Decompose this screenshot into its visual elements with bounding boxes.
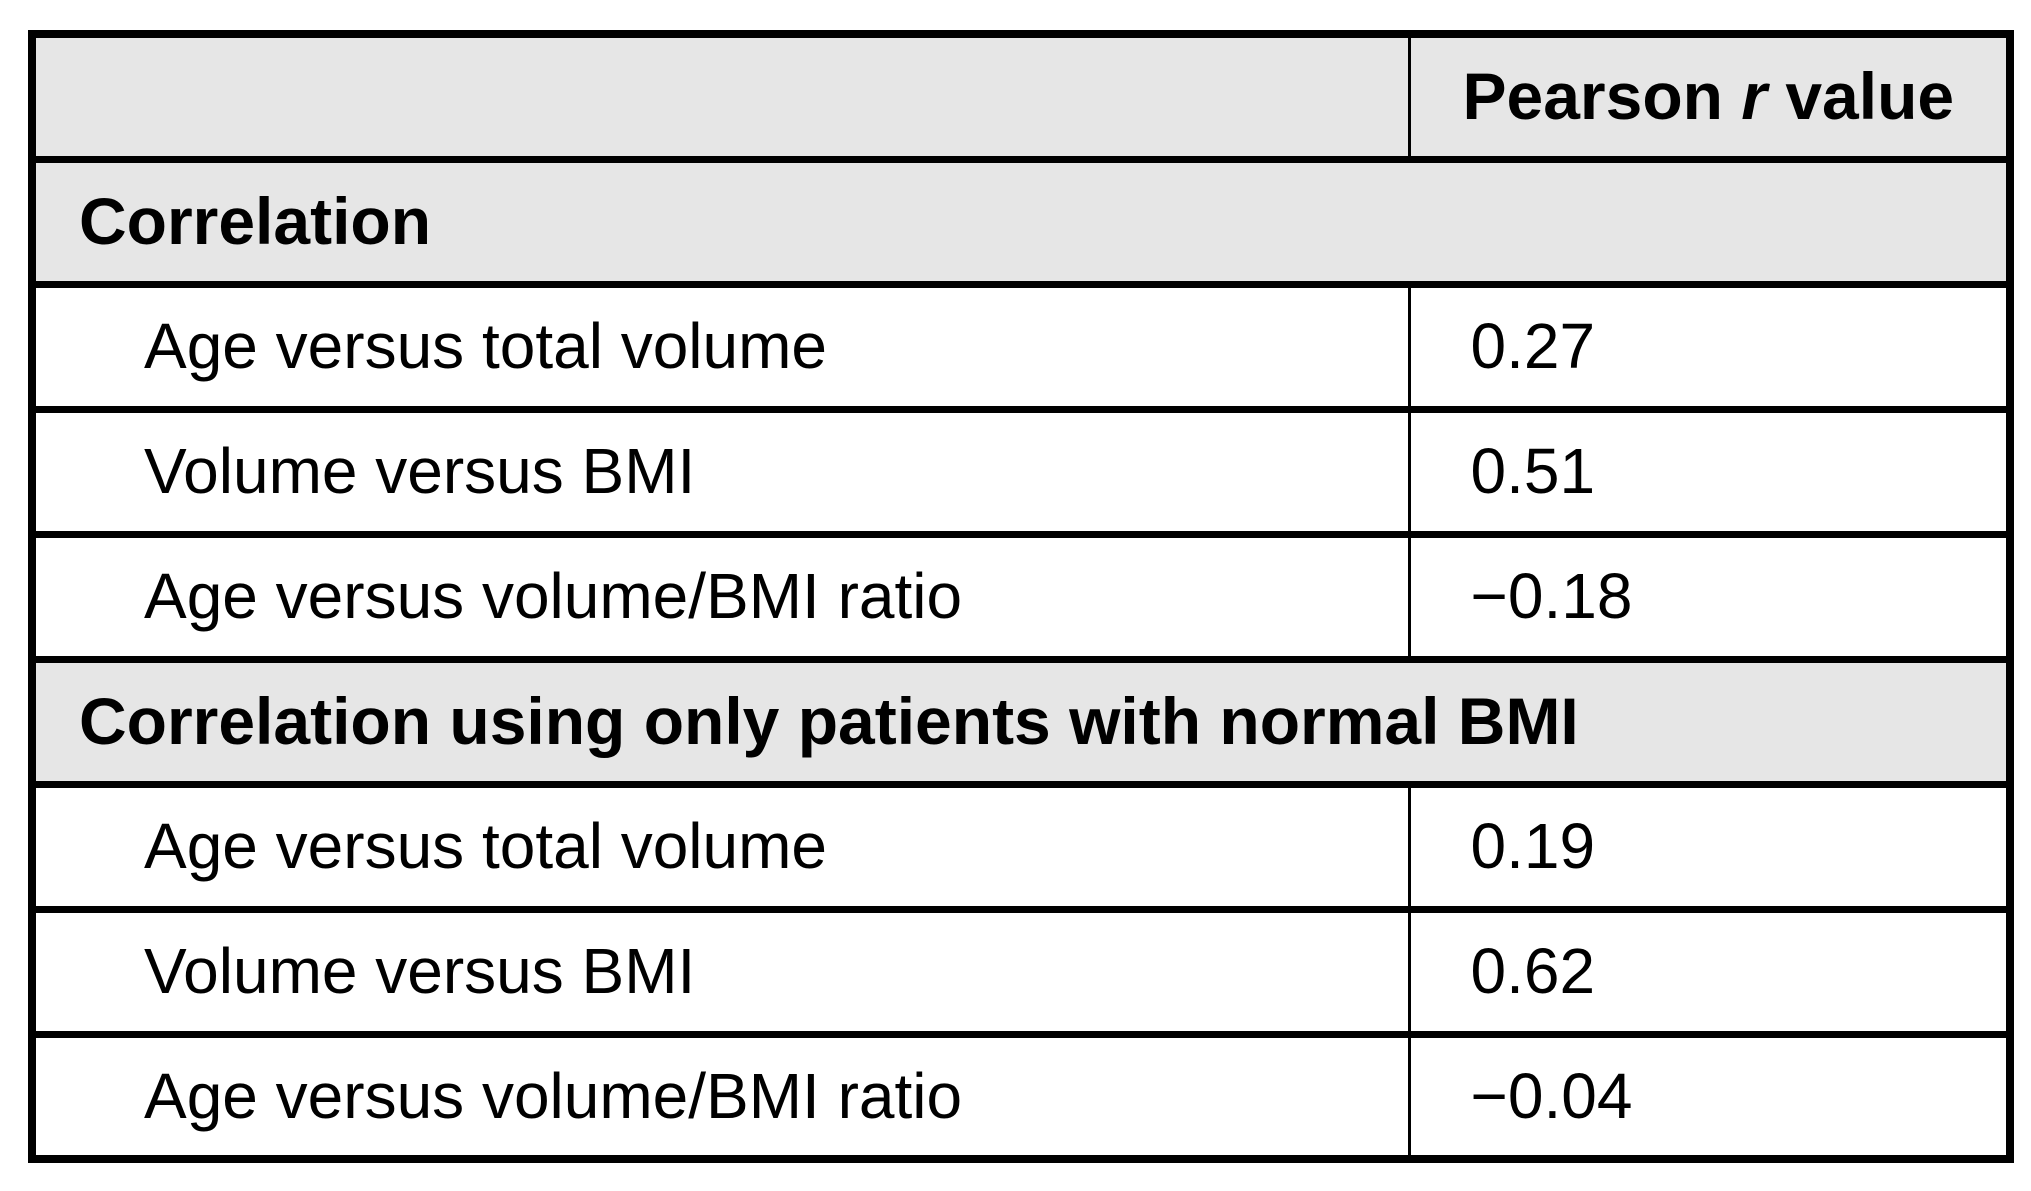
section-header-row-correlation: Correlation: [32, 159, 2010, 288]
table-row: Volume versus BMI 0.62: [32, 909, 2010, 1038]
table-row: Age versus volume/BMI ratio −0.18: [32, 534, 2010, 663]
table-row: Age versus total volume 0.19: [32, 784, 2010, 913]
header-pearson-r-value-cell: Pearson r value: [1407, 34, 2010, 163]
row-label-age-vs-volume-bmi-ratio-normal-bmi: Age versus volume/BMI ratio: [144, 1060, 963, 1133]
row-value-age-vs-total-volume: 0.27: [1407, 284, 2010, 413]
table-row: Age versus volume/BMI ratio −0.04: [32, 1034, 2010, 1159]
pearson-correlation-table: Pearson r value Correlation Age versus t…: [28, 30, 2014, 1163]
row-label-age-vs-total-volume: Age versus total volume: [32, 284, 1409, 413]
table-header-row: Pearson r value: [32, 34, 2010, 163]
row-label-volume-vs-bmi-normal-bmi: Volume versus BMI: [32, 909, 1409, 1038]
section-header-row-correlation-normal-bmi: Correlation using only patients with nor…: [32, 659, 2010, 788]
row-value-age-vs-volume-bmi-ratio: −0.18: [1407, 534, 2010, 663]
pearson-r-italic-text: r: [1741, 59, 1767, 134]
row-label-age-vs-total-volume-normal-bmi: Age versus total volume: [32, 784, 1409, 913]
row-value-age-vs-volume-bmi-ratio-normal-bmi: −0.04: [1407, 1034, 2010, 1159]
row-label-volume-vs-bmi: Volume versus BMI: [32, 409, 1409, 538]
row-value-volume-vs-bmi-normal-bmi: 0.62: [1407, 909, 2010, 1038]
section-title-correlation: Correlation: [32, 159, 2010, 288]
section-title-correlation-normal-bmi: Correlation using only patients with nor…: [32, 659, 2010, 788]
pearson-prefix-text: Pearson: [1462, 59, 1742, 134]
row-label-age-vs-volume-bmi-ratio: Age versus volume/BMI ratio: [32, 534, 1409, 663]
table-row: Age versus total volume 0.27: [32, 284, 2010, 413]
row-value-age-vs-total-volume-normal-bmi: 0.19: [1407, 784, 2010, 913]
pearson-suffix-text: value: [1766, 59, 1955, 134]
header-empty-cell: [32, 34, 1409, 163]
row-value-volume-vs-bmi: 0.51: [1407, 409, 2010, 538]
table-row: Volume versus BMI 0.51: [32, 409, 2010, 538]
